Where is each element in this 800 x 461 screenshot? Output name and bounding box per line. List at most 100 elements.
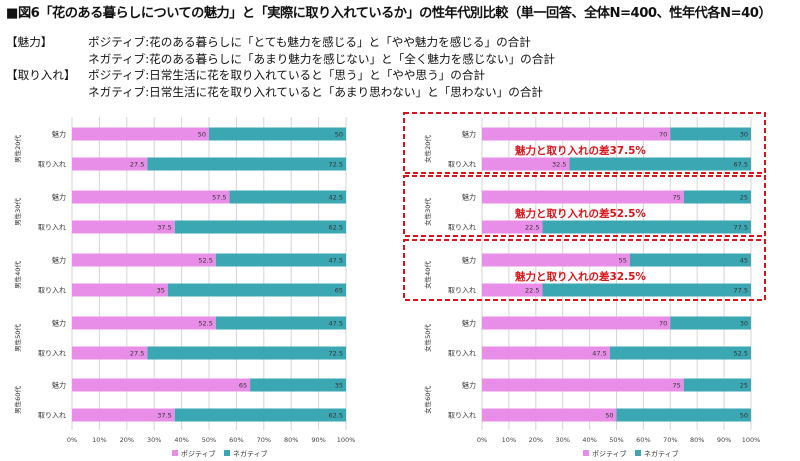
data-label-negative: 52.5 xyxy=(734,350,748,358)
bar-positive xyxy=(72,283,168,297)
bar-positive xyxy=(72,408,175,422)
x-tick-label: 40% xyxy=(582,436,596,444)
x-tick-label: 0% xyxy=(477,436,487,444)
definition-row: ネガティブ:花のある暮らしに「あまり魅力を感じない」と「全く魅力を感じない」の合… xyxy=(6,51,555,68)
group-label: 男性40代 xyxy=(13,261,22,289)
x-tick-label: 80% xyxy=(690,436,704,444)
data-label-negative: 47.5 xyxy=(329,257,343,265)
definitions: 【魅力】 ポジティブ:花のある暮らしに「とても魅力を感じる」と「やや魅力を感じる」… xyxy=(6,34,555,100)
data-label-negative: 77.5 xyxy=(734,224,748,232)
bar-positive xyxy=(482,157,570,171)
bar-positive xyxy=(482,378,684,392)
row-label: 取り入れ xyxy=(448,350,476,358)
legend-label-negative: ネガティブ xyxy=(644,449,679,458)
x-tick-label: 70% xyxy=(663,436,677,444)
definition-text: ポジティブ:花のある暮らしに「とても魅力を感じる」と「やや魅力を感じる」の合計 xyxy=(88,35,531,49)
x-tick-label: 10% xyxy=(92,436,106,444)
bar-negative xyxy=(167,283,346,297)
data-label-negative: 50 xyxy=(335,131,343,139)
x-tick-label: 20% xyxy=(529,436,543,444)
x-tick-label: 30% xyxy=(555,436,569,444)
definition-row: 【魅力】 ポジティブ:花のある暮らしに「とても魅力を感じる」と「やや魅力を感じる」… xyxy=(6,34,555,51)
bar-negative xyxy=(250,378,346,392)
bar-negative xyxy=(229,190,346,204)
bar-positive xyxy=(482,283,543,297)
x-tick-label: 100% xyxy=(337,436,356,444)
data-label-positive: 65 xyxy=(239,382,247,390)
row-label: 魅力 xyxy=(462,256,476,265)
bar-positive xyxy=(72,127,209,141)
data-label-negative: 45 xyxy=(740,257,748,265)
data-label-positive: 75 xyxy=(672,194,680,202)
data-label-positive: 22.5 xyxy=(525,224,539,232)
data-label-positive: 35 xyxy=(157,287,165,295)
x-tick-label: 50% xyxy=(609,436,623,444)
bar-negative xyxy=(147,346,346,360)
data-label-negative: 25 xyxy=(740,382,748,390)
bar-positive xyxy=(72,190,230,204)
bar-negative xyxy=(670,127,751,141)
x-tick-label: 60% xyxy=(229,436,243,444)
bar-positive xyxy=(72,378,251,392)
data-label-negative: 62.5 xyxy=(329,224,343,232)
highlight-box xyxy=(403,112,766,174)
row-label: 取り入れ xyxy=(448,287,476,295)
data-label-negative: 25 xyxy=(740,194,748,202)
highlight-box xyxy=(403,175,766,237)
bar-positive xyxy=(482,127,671,141)
data-label-positive: 37.5 xyxy=(157,224,171,232)
definition-row: 【取り入れ】 ポジティブ:日常生活に花を取り入れていると「思う」と「やや思う」の合… xyxy=(6,67,555,84)
bar-negative xyxy=(616,408,751,422)
bar-negative xyxy=(215,316,346,330)
data-label-positive: 50 xyxy=(605,412,613,420)
row-label: 取り入れ xyxy=(448,412,476,420)
x-tick-label: 90% xyxy=(717,436,731,444)
x-tick-label: 60% xyxy=(636,436,650,444)
data-label-positive: 52.5 xyxy=(198,257,212,265)
bar-positive xyxy=(72,316,216,330)
row-label: 魅力 xyxy=(462,193,476,202)
data-label-positive: 27.5 xyxy=(130,161,144,169)
group-label: 男性60代 xyxy=(13,386,22,414)
row-label: 魅力 xyxy=(52,193,66,202)
bar-negative xyxy=(215,253,346,267)
bar-negative xyxy=(670,316,751,330)
definition-row: ネガティブ:日常生活に花を取り入れていると「あまり思わない」と「思わない」の合計 xyxy=(6,84,555,101)
bar-negative xyxy=(542,283,751,297)
data-label-negative: 35 xyxy=(335,382,343,390)
bar-negative xyxy=(542,220,751,234)
bar-negative xyxy=(174,220,346,234)
legend-label-positive: ポジティブ xyxy=(181,449,216,458)
row-label: 取り入れ xyxy=(448,224,476,232)
row-label: 取り入れ xyxy=(38,287,66,295)
row-label: 魅力 xyxy=(462,319,476,328)
definition-text: ポジティブ:日常生活に花を取り入れていると「思う」と「やや思う」の合計 xyxy=(88,68,486,82)
bar-positive xyxy=(72,157,148,171)
x-tick-label: 40% xyxy=(174,436,188,444)
x-tick-label: 100% xyxy=(742,436,761,444)
x-tick-label: 20% xyxy=(120,436,134,444)
row-label: 魅力 xyxy=(52,130,66,139)
x-tick-label: 80% xyxy=(284,436,298,444)
bar-positive xyxy=(72,253,216,267)
legend-swatch-negative xyxy=(224,450,230,456)
data-label-negative: 47.5 xyxy=(329,320,343,328)
bar-positive xyxy=(72,220,175,234)
data-label-positive: 52.5 xyxy=(198,320,212,328)
x-tick-label: 50% xyxy=(202,436,216,444)
row-label: 取り入れ xyxy=(38,350,66,358)
definition-text: ネガティブ:花のある暮らしに「あまり魅力を感じない」と「全く魅力を感じない」の合… xyxy=(88,51,555,66)
data-label-positive: 47.5 xyxy=(592,350,606,358)
data-label-positive: 75 xyxy=(672,382,680,390)
page-title: ■図6「花のある暮らしについての魅力」と「実際に取り入れているか」の性年代別比較… xyxy=(6,6,772,21)
highlight-box xyxy=(403,239,766,301)
bar-negative xyxy=(683,190,751,204)
x-tick-label: 10% xyxy=(502,436,516,444)
definition-tag: 【取り入れ】 xyxy=(6,68,76,82)
data-label-negative: 50 xyxy=(740,412,748,420)
row-label: 魅力 xyxy=(462,381,476,390)
legend-swatch-positive xyxy=(583,450,589,456)
data-label-negative: 42.5 xyxy=(329,194,343,202)
data-label-negative: 72.5 xyxy=(329,350,343,358)
